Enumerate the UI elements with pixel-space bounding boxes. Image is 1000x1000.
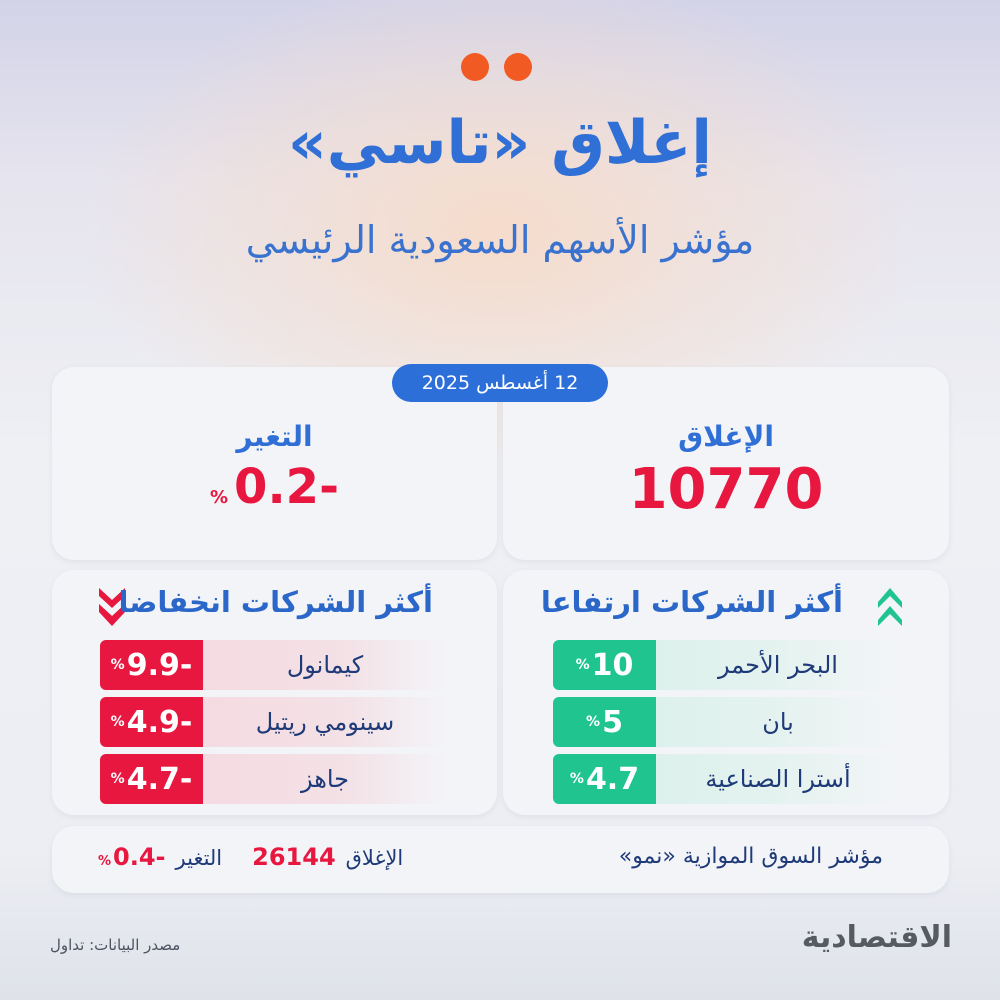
loser-row: % -4.9 سينومي ريتيل — [100, 697, 447, 747]
gainer-value: 5 — [602, 704, 623, 740]
date-badge: 12 أغسطس 2025 — [392, 364, 608, 402]
loser-name: سينومي ريتيل — [255, 708, 395, 736]
change-unit: % — [210, 487, 229, 508]
publisher-logo: الاقتصادية — [801, 920, 952, 955]
gainer-value: 4.7 — [585, 761, 640, 797]
nomu-change-value: -0.4 — [113, 843, 166, 871]
close-value: 10770 — [628, 457, 824, 522]
percent-unit: % — [110, 657, 125, 673]
loser-name: جاهز — [300, 765, 350, 793]
percent-unit: % — [575, 657, 590, 673]
gainers-title: أكثر الشركات ارتفاعا — [540, 585, 843, 619]
nomu-close-label: الإغلاق — [345, 846, 404, 870]
change-value: -0.2 — [234, 459, 339, 515]
nomu-close-value: 26144 — [252, 843, 336, 871]
gainer-name: أسترا الصناعية — [705, 765, 851, 793]
double-chevron-up-icon — [878, 588, 902, 626]
loser-name: كيمانول — [286, 651, 364, 679]
loser-row: % -9.9 كيمانول — [100, 640, 447, 690]
gainer-row: % 5 بان — [553, 697, 900, 747]
gainer-row: % 4.7 أسترا الصناعية — [553, 754, 900, 804]
nomu-change-unit: % — [98, 854, 112, 869]
percent-unit: % — [586, 714, 601, 730]
decor-dot — [461, 53, 489, 81]
loser-value: -4.7 — [126, 761, 193, 797]
nomu-label: مؤشر السوق الموازية «نمو» — [618, 844, 883, 869]
percent-unit: % — [110, 771, 125, 787]
data-source: مصدر البيانات: تداول — [50, 936, 181, 954]
decor-dot — [504, 53, 532, 81]
page-title: إغلاق «تاسي» — [288, 108, 712, 178]
gainer-name: البحر الأحمر — [718, 651, 838, 679]
close-label: الإغلاق — [678, 420, 774, 453]
gainer-name: بان — [762, 708, 794, 736]
change-label: التغير — [236, 420, 313, 453]
gainer-row: % 10 البحر الأحمر — [553, 640, 900, 690]
nomu-change-label: التغير — [175, 846, 223, 870]
losers-title: أكثر الشركات انخفاضا — [118, 585, 433, 619]
loser-value: -4.9 — [126, 704, 193, 740]
double-chevron-down-icon — [99, 588, 125, 626]
page-subtitle: مؤشر الأسهم السعودية الرئيسي — [245, 218, 755, 262]
loser-row: % -4.7 جاهز — [100, 754, 447, 804]
loser-value: -9.9 — [126, 647, 193, 683]
gainer-value: 10 — [591, 647, 634, 683]
percent-unit: % — [110, 714, 125, 730]
percent-unit: % — [569, 771, 584, 787]
nomu-bar: مؤشر السوق الموازية «نمو» % -0.4 التغير … — [52, 826, 949, 893]
